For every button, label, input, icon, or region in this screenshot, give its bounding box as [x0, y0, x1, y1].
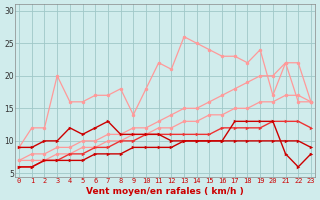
X-axis label: Vent moyen/en rafales ( km/h ): Vent moyen/en rafales ( km/h ) — [86, 187, 244, 196]
